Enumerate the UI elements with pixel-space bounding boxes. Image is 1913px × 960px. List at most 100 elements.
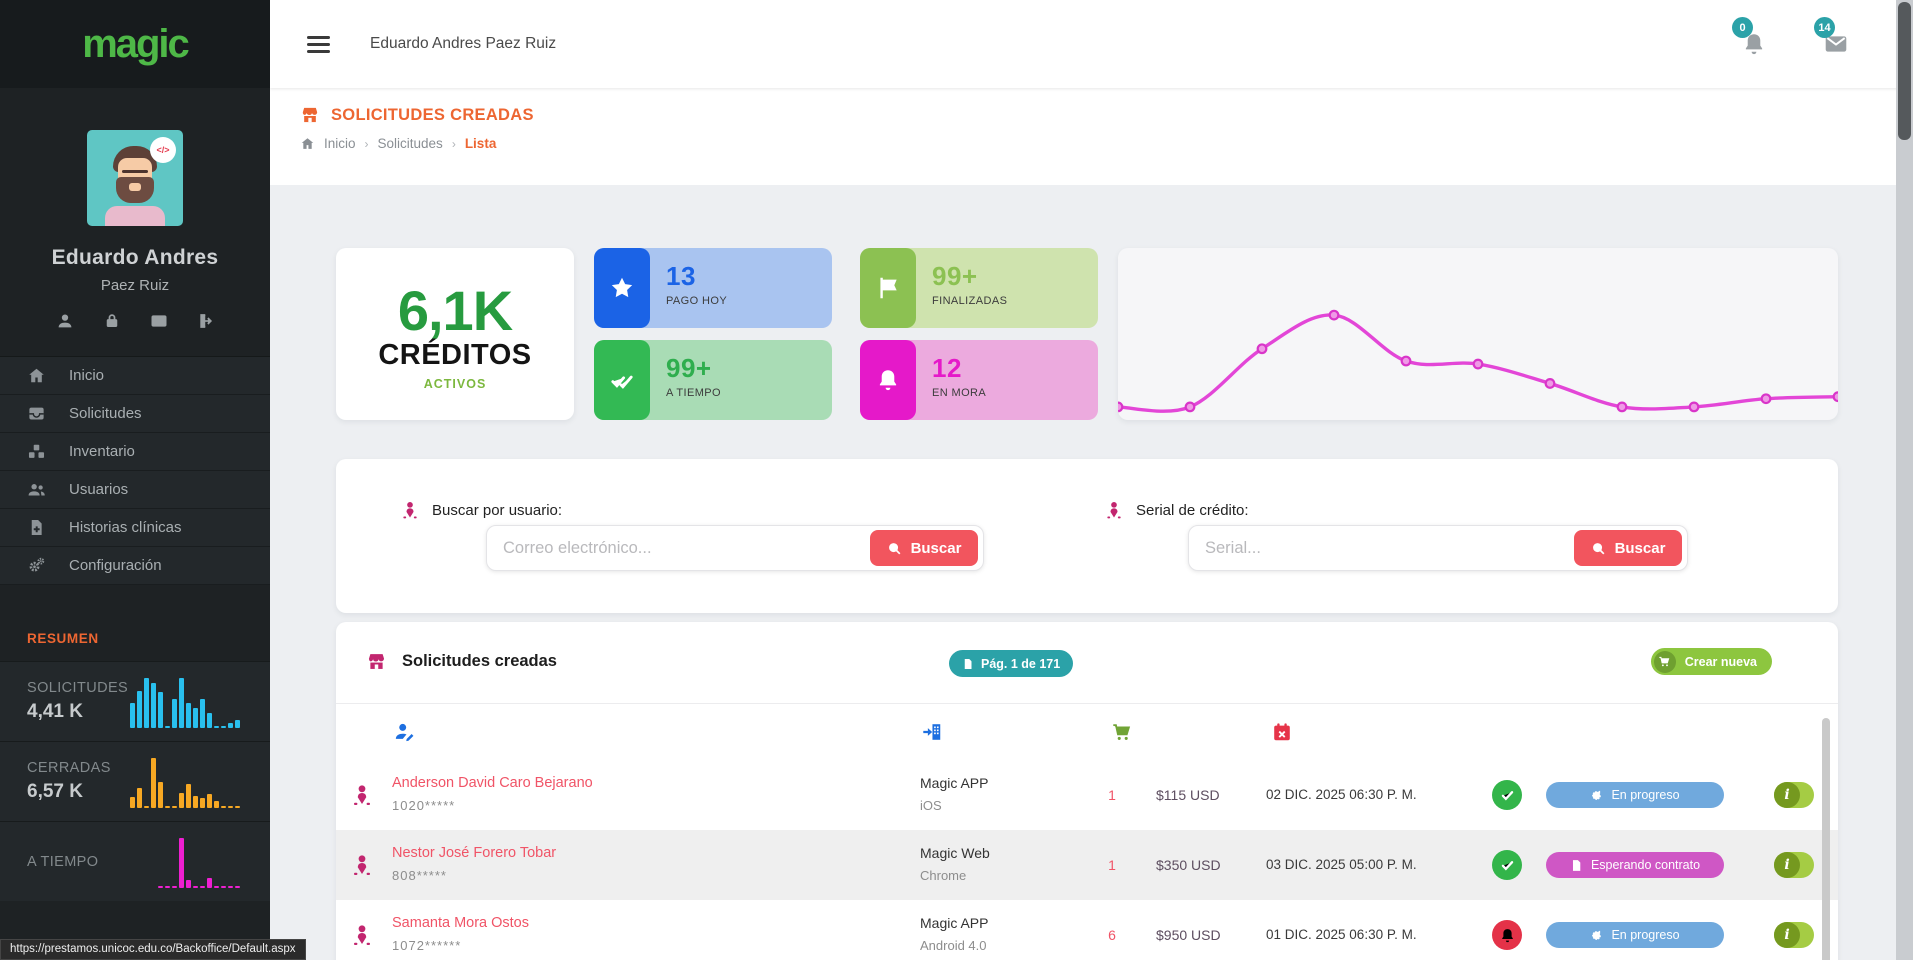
mini-bar (172, 885, 177, 888)
status-badge-label: Esperando contrato (1590, 858, 1701, 872)
hamburger-menu-icon[interactable] (307, 32, 330, 57)
email-search-button[interactable]: Buscar (870, 530, 978, 566)
mini-bar-chart (158, 836, 240, 888)
breadcrumb-solicitudes[interactable]: Solicitudes (377, 136, 443, 151)
info-button[interactable]: i (1774, 782, 1814, 808)
notifications-bell-icon[interactable]: 0 (1732, 17, 1767, 57)
table-row[interactable]: Samanta Mora Ostos 1072****** Magic APP And… (336, 900, 1838, 960)
pagination-badge[interactable]: Pág. 1 de 171 (949, 650, 1074, 677)
sidebar-item-inicio[interactable]: Inicio (0, 357, 270, 395)
home-icon (27, 366, 46, 385)
summary-stat-text: SOLICITUDES 4,41 K (27, 680, 128, 723)
channel-name: Magic APP (920, 775, 989, 791)
user-serial: 1020***** (392, 798, 456, 813)
search-serial-label: Serial de crédito: (1104, 500, 1249, 520)
sidebar-item-inventario[interactable]: Inventario (0, 433, 270, 471)
user-name-link[interactable]: Samanta Mora Ostos (392, 915, 529, 931)
user-name-link[interactable]: Anderson David Caro Bejarano (392, 775, 593, 791)
create-new-button[interactable]: Crear nueva (1650, 648, 1772, 675)
table-title: Solicitudes creadas (366, 651, 557, 672)
avatar[interactable]: </> (87, 130, 183, 226)
mini-bar (137, 787, 142, 808)
mini-bar (158, 692, 163, 728)
serial-search-button[interactable]: Buscar (1574, 530, 1682, 566)
envelope-icon[interactable] (150, 312, 168, 330)
person-icon (1104, 500, 1124, 520)
date-cell: 01 DIC. 2025 06:30 P. M. (1266, 927, 1417, 942)
kpi-label: EN MORA (932, 387, 987, 399)
channel-column-icon (921, 721, 943, 743)
status-badge: Esperando contrato (1546, 852, 1724, 878)
messages-envelope-icon[interactable]: 14 (1814, 17, 1849, 57)
avatar-brow (122, 170, 148, 173)
sidebar-item-historias-cl-nicas[interactable]: Historias clínicas (0, 509, 270, 547)
user-cell: Nestor José Forero Tobar 808***** (392, 845, 556, 883)
mini-bar (144, 805, 149, 808)
user-name-link[interactable]: Nestor José Forero Tobar (392, 845, 557, 861)
mini-bar (151, 758, 156, 808)
person-map-icon (350, 923, 374, 947)
user-last-name: Paez Ruiz (100, 277, 170, 294)
status-badge-label: En progreso (1611, 788, 1680, 802)
credits-value: 6,1K (397, 278, 513, 342)
mini-bar (179, 838, 184, 888)
sidebar-item-configuraci-n[interactable]: Configuración (0, 547, 270, 585)
mini-bar (200, 798, 205, 808)
table-title-text: Solicitudes creadas (402, 652, 557, 670)
status-url-tooltip: https://prestamos.unicoc.edu.co/Backoffi… (0, 939, 306, 960)
sidebar-item-usuarios[interactable]: Usuarios (0, 471, 270, 509)
mini-bar (186, 879, 191, 888)
flag-icon (860, 248, 916, 328)
date-column-icon (1271, 721, 1293, 743)
logout-icon[interactable] (197, 312, 215, 330)
topbar-icons: 0 14 (1732, 17, 1849, 57)
info-button[interactable]: i (1774, 852, 1814, 878)
table-row[interactable]: Anderson David Caro Bejarano 1020***** Mag… (336, 760, 1838, 830)
logo-area: magic (0, 0, 270, 88)
mini-bar (214, 725, 219, 728)
mini-bar (137, 691, 142, 728)
amount-cell: $950 USD (1156, 927, 1221, 943)
kpi-label: PAGO HOY (666, 295, 728, 307)
mini-bar (221, 805, 226, 808)
store-icon (366, 651, 387, 672)
users-icon (27, 480, 46, 499)
stats-row: 6,1K CRÉDITOS ACTIVOS 13 PAGO HOY 99+ FINAL… (336, 248, 1838, 420)
status-badge: En progreso (1546, 922, 1724, 948)
window-scrollbar-thumb[interactable] (1898, 2, 1911, 140)
info-icon: i (1774, 852, 1800, 878)
sidebar-item-label: Inventario (69, 443, 135, 460)
table-column-headers (336, 704, 1838, 760)
quantity-cell: 1 (1108, 787, 1116, 803)
mini-bar (235, 720, 240, 728)
status-ok-icon (1492, 780, 1522, 810)
star-icon (594, 248, 650, 328)
file-icon (962, 658, 974, 670)
breadcrumb-inicio[interactable]: Inicio (324, 136, 356, 151)
search-serial-label-text: Serial de crédito: (1136, 501, 1249, 519)
person-icon (400, 500, 420, 520)
table-scrollbar[interactable] (1822, 718, 1830, 960)
window-scrollbar-track[interactable] (1896, 0, 1913, 960)
inbox-icon (27, 404, 46, 423)
mini-bar (130, 702, 135, 728)
person-icon[interactable] (56, 312, 74, 330)
info-button[interactable]: i (1774, 922, 1814, 948)
kpi-label: A TIEMPO (666, 387, 721, 399)
main-content: 6,1K CRÉDITOS ACTIVOS 13 PAGO HOY 99+ FINAL… (270, 185, 1896, 960)
lock-icon[interactable] (103, 312, 121, 330)
search-icon (1591, 541, 1606, 556)
serial-search-input[interactable] (1189, 526, 1567, 570)
kpi-card-body: 99+ A TIEMPO (666, 353, 721, 399)
status-ok-icon (1492, 850, 1522, 880)
serial-search-button-label: Buscar (1614, 539, 1666, 557)
quantity-cell: 6 (1108, 927, 1116, 943)
email-search-input[interactable] (487, 526, 863, 570)
table-row[interactable]: Nestor José Forero Tobar 808***** Magic We… (336, 830, 1838, 900)
sidebar-item-solicitudes[interactable]: Solicitudes (0, 395, 270, 433)
mini-bar (221, 885, 226, 888)
double-check-icon (594, 340, 650, 420)
mini-bar (235, 885, 240, 888)
mini-bar (179, 678, 184, 728)
